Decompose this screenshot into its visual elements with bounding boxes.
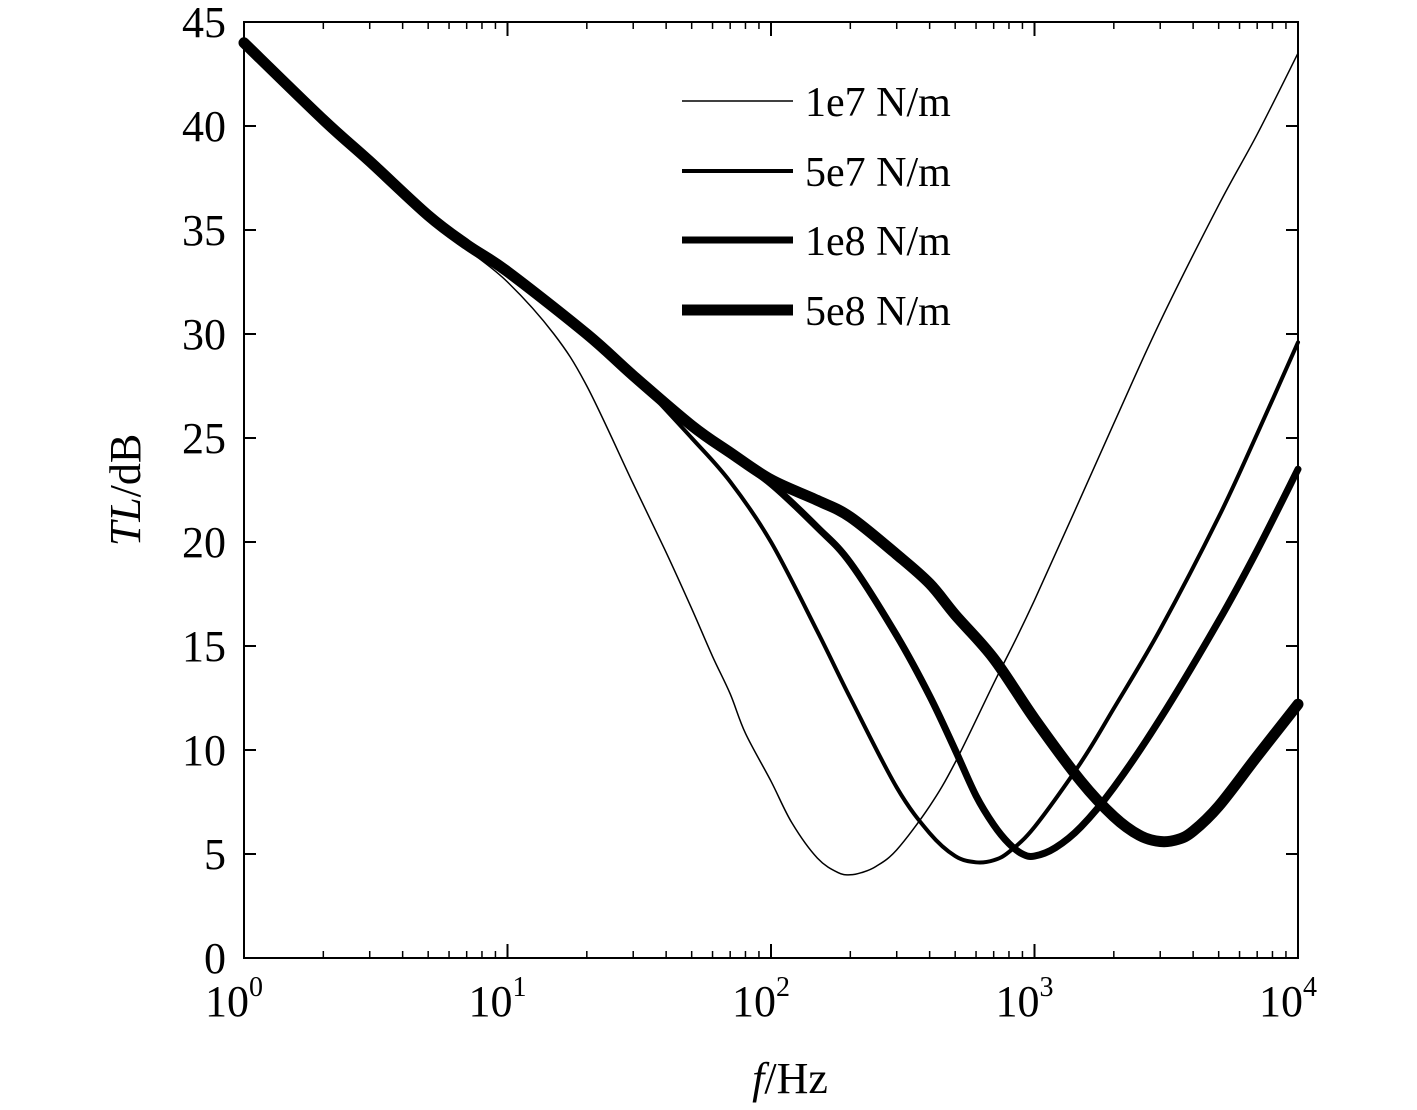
y-axis-label: TL/dB [101, 434, 150, 547]
y-tick-label: 30 [182, 310, 226, 359]
series-line-1 [243, 42, 1299, 876]
series-layer [238, 37, 1304, 876]
y-axis-ticks: 0 5 10 15 20 25 30 35 40 45 [182, 0, 1298, 983]
y-tick-label: 20 [182, 518, 226, 567]
plot-area [243, 21, 1299, 959]
y-tick-label: 45 [182, 0, 226, 47]
x-tick-label: 101 [469, 972, 527, 1026]
x-tick-label: 103 [996, 972, 1054, 1026]
y-tick-label: 35 [182, 206, 226, 255]
x-tick-label: 100 [205, 972, 263, 1026]
legend-label: 5e7 N/m [805, 150, 951, 196]
legend: 1e7 N/m 5e7 N/m 1e8 N/m 5e8 N/m [682, 80, 951, 335]
series-line-4 [238, 37, 1304, 848]
legend-label: 1e7 N/m [805, 80, 951, 126]
y-tick-label: 0 [204, 934, 226, 983]
legend-label: 1e8 N/m [805, 219, 951, 265]
y-tick-label: 10 [182, 726, 226, 775]
y-tick-label: 25 [182, 414, 226, 463]
x-axis-label: f/Hz [752, 1054, 828, 1103]
y-tick-label: 15 [182, 622, 226, 671]
legend-label: 5e8 N/m [805, 289, 951, 335]
y-tick-label: 40 [182, 102, 226, 151]
y-tick-label: 5 [204, 830, 226, 879]
x-tick-label: 104 [1259, 972, 1317, 1026]
x-tick-label: 102 [732, 972, 790, 1026]
x-axis-ticks: 100 101 102 103 104 [205, 22, 1317, 1026]
